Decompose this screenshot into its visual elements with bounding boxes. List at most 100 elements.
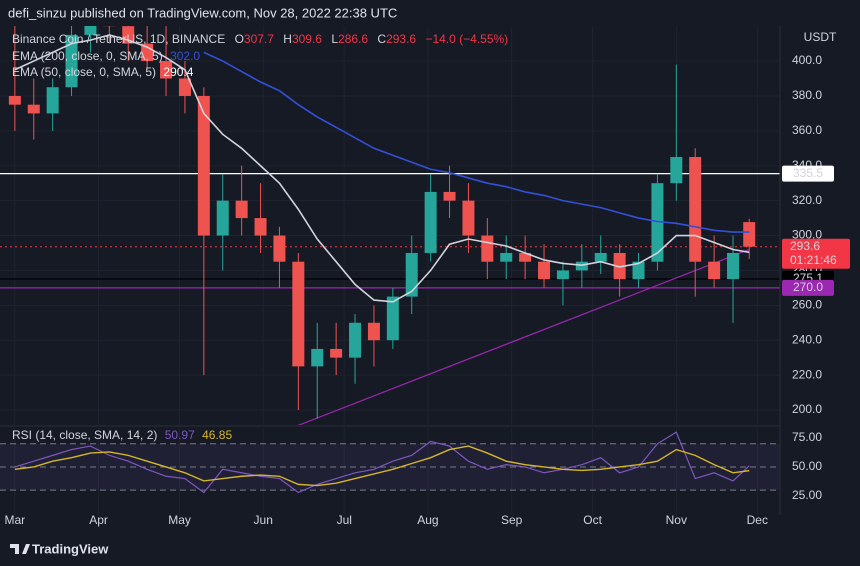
candle-body [481, 235, 494, 262]
level-tag [782, 165, 834, 182]
rsi-line [14, 431, 750, 494]
rsi-value: 50.97 [165, 428, 195, 442]
candle-body [519, 252, 532, 262]
rsi-legend: RSI (14, close, SMA, 14, 2) 50.97 46.85 [12, 428, 232, 442]
x-tick-label: May [168, 513, 191, 527]
labels: Mar Apr May Jun Jul Aug Sep Oct Nov Dec 200.0 220.0… [5, 53, 850, 527]
ema-line [203, 51, 750, 233]
candle-body [197, 95, 210, 236]
rsi-pane [0, 428, 780, 515]
candle-body [216, 200, 229, 236]
rsi-tick-label: 50.00 [792, 459, 822, 473]
y-tick-label: 380.0 [792, 88, 822, 102]
candle-body [670, 157, 683, 184]
candle-body [708, 261, 721, 280]
x-tick-label: Sep [501, 513, 523, 527]
y-tick-label: 260.0 [792, 297, 822, 311]
rsi-sma-value: 46.85 [202, 428, 232, 442]
candle-body [462, 200, 475, 236]
candle-body [367, 322, 380, 341]
y-tick-label: 240.0 [792, 332, 822, 346]
ohlc-letter: C [377, 32, 386, 46]
x-tick-label: Nov [666, 513, 687, 527]
ohlc-value: 293.6 [386, 32, 416, 46]
price-pane [0, 26, 780, 425]
ohlc-letter: O [235, 32, 244, 46]
candle-body [424, 191, 437, 253]
candle-body [235, 200, 248, 219]
last-price-label: 293.6 [790, 239, 820, 253]
level-tag [782, 279, 834, 296]
ema-value: 290.4 [163, 65, 193, 79]
candle-body [46, 87, 59, 114]
candle-body [743, 222, 756, 247]
y-tick-label: 320.0 [792, 193, 822, 207]
candle-body [122, 26, 135, 44]
level-label: 335.5 [793, 166, 823, 180]
currency: USDT [804, 30, 837, 44]
level-label: 270.0 [793, 280, 823, 294]
candle-body [103, 26, 116, 27]
footer-logo: TradingView [10, 541, 109, 556]
x-tick-label: Oct [583, 513, 602, 527]
trendline [297, 248, 750, 425]
ohlc-value: 286.6 [338, 32, 368, 46]
candle-body [538, 261, 551, 280]
ema-line [14, 34, 750, 303]
x-tick-label: Apr [89, 513, 108, 527]
x-tick-label: Aug [417, 513, 438, 527]
candle-body [613, 252, 626, 280]
footer: TradingView [32, 541, 109, 556]
ema-name: EMA (50, close, 0, SMA, 5) [12, 65, 156, 79]
candle-body [575, 261, 588, 271]
ema-name: EMA (200, close, 0, SMA, 5) [12, 49, 163, 63]
candle-body [386, 296, 399, 341]
candle-body [27, 104, 40, 114]
change: −14.0 (−4.55%) [425, 32, 508, 46]
y-tick-label: 200.0 [792, 402, 822, 416]
candle-body [651, 183, 664, 262]
ohlc-letter: H [283, 32, 292, 46]
x-tick-label: Jun [254, 513, 273, 527]
candle-body [65, 34, 78, 88]
candle-body [689, 157, 702, 262]
rsi-name: RSI (14, close, SMA, 14, 2) [12, 428, 157, 442]
candle-body [632, 261, 645, 280]
candle-body [727, 252, 740, 280]
x-tick-label: Mar [5, 513, 26, 527]
x-tick-label: Dec [747, 513, 768, 527]
y-tick-label: 400.0 [792, 53, 822, 67]
candle-body [254, 218, 267, 236]
y-tick-label: 360.0 [792, 123, 822, 137]
candle-body [594, 252, 607, 262]
last-price-tag [782, 238, 850, 269]
candle-body [443, 191, 456, 201]
symbol-legend: Binance Coin / TetherUS, 1D, BINANCE O30… [12, 32, 508, 46]
countdown: 01:21:46 [790, 253, 837, 267]
x-tick-label: Jul [337, 513, 352, 527]
rsi-sma-line [14, 445, 750, 487]
candle-body [292, 261, 305, 367]
candle-body [330, 348, 343, 358]
y-tick-label: 220.0 [792, 367, 822, 381]
ohlc-value: 309.6 [292, 32, 322, 46]
ohlc-letter: L [331, 32, 338, 46]
ema-value: 302.0 [170, 49, 200, 63]
candle-body [500, 252, 513, 262]
candle-body [84, 26, 97, 35]
ema-legend: EMA (50, close, 0, SMA, 5) 290.4 [12, 65, 194, 79]
logo-icon [10, 544, 30, 554]
candle-body [349, 322, 362, 358]
ohlc-value: 307.7 [244, 32, 274, 46]
candle-body [556, 270, 569, 280]
candle-body [405, 252, 418, 297]
ema-legend: EMA (200, close, 0, SMA, 5) 302.0 [12, 49, 200, 63]
candle-body [178, 78, 191, 96]
candle-body [311, 348, 324, 367]
rsi-tick-label: 25.00 [792, 488, 822, 502]
candle-body [160, 61, 173, 79]
rsi-tick-label: 75.00 [792, 430, 822, 444]
publisher: defi_sinzu published on TradingView.com,… [8, 5, 397, 20]
